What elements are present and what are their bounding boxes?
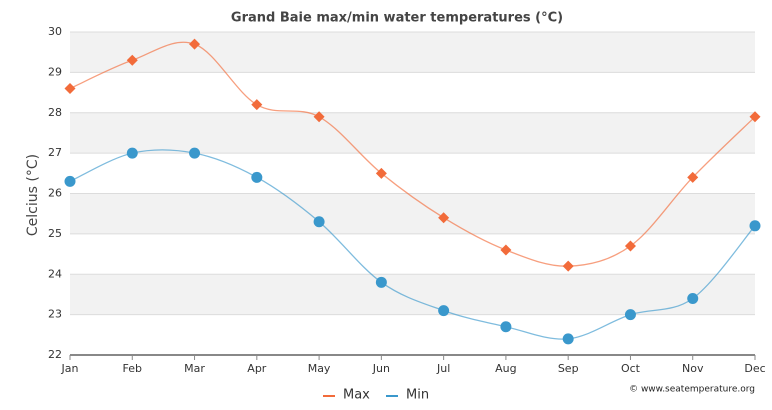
data-point [313,216,325,228]
data-point [687,292,699,304]
data-point [313,111,325,123]
y-tick-label: 25 [48,227,62,240]
legend-label: Min [406,388,429,403]
y-axis-label: Celcius (°C) [25,154,41,236]
data-point [189,147,201,159]
data-point [500,321,512,333]
data-point [749,111,761,123]
y-tick-label: 28 [48,106,62,119]
x-tick-label: Nov [682,362,704,375]
data-point [562,333,574,345]
data-point [251,171,263,183]
data-point [126,54,138,66]
data-point [375,276,387,288]
x-tick-label: May [308,362,331,375]
data-point [438,212,450,224]
data-point [438,305,450,317]
data-point [624,309,636,321]
chart-title: Grand Baie max/min water temperatures (°… [231,11,563,26]
x-tick-label: Jul [436,362,450,375]
x-tick-label: Apr [247,362,267,375]
credit: © www.seatemperature.org [629,385,755,395]
x-tick-label: Feb [123,362,142,375]
grid-band [70,274,755,315]
grid-band [70,32,755,73]
x-tick-label: Aug [495,362,516,375]
data-point [64,83,76,95]
x-tick-label: Oct [621,362,641,375]
y-tick-label: 24 [48,267,62,280]
data-point [189,38,201,50]
grid-band [70,193,755,234]
y-tick-label: 22 [48,348,62,361]
data-point [251,99,263,111]
grid-band [70,112,755,154]
data-point [749,220,761,232]
data-point [687,171,699,183]
data-point [624,240,636,252]
y-tick-label: 27 [48,146,62,159]
x-tick-label: Dec [744,362,765,375]
y-tick-label: 23 [48,308,62,321]
legend-label: Max [343,388,370,403]
x-tick-label: Jun [372,362,390,375]
x-tick-label: Mar [184,362,205,375]
y-tick-label: 30 [48,25,62,38]
data-point [64,175,76,187]
data-point [500,244,512,256]
data-point [375,167,387,179]
x-tick-label: Sep [558,362,579,375]
y-tick-label: 29 [48,65,62,78]
x-tick-label: Jan [61,362,79,375]
data-point [126,147,138,159]
y-tick-label: 26 [48,187,62,200]
data-point [562,260,574,272]
